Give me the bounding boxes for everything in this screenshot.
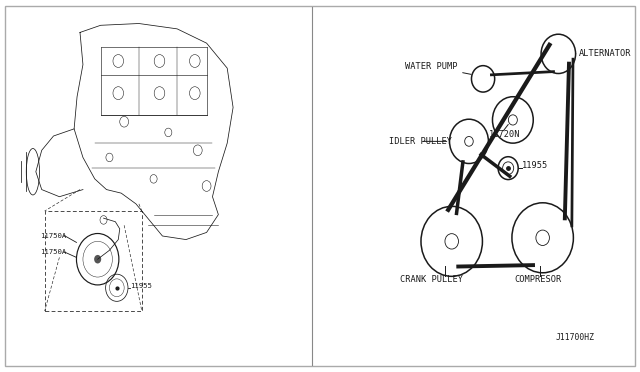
Text: 11750A: 11750A [40, 233, 67, 239]
Text: 11750A: 11750A [40, 249, 67, 255]
Circle shape [94, 255, 101, 263]
Text: WATER PUMP: WATER PUMP [404, 62, 471, 74]
Text: 11955: 11955 [130, 283, 152, 289]
Text: ALTERNATOR: ALTERNATOR [575, 49, 631, 58]
Text: 11720N: 11720N [490, 130, 521, 139]
Text: IDLER PULLEY: IDLER PULLEY [389, 137, 452, 146]
Text: J11700HZ: J11700HZ [556, 333, 594, 341]
Text: CRANK PULLEY: CRANK PULLEY [400, 275, 463, 285]
Text: 11955: 11955 [522, 161, 548, 170]
Text: COMPRESOR: COMPRESOR [515, 275, 562, 285]
